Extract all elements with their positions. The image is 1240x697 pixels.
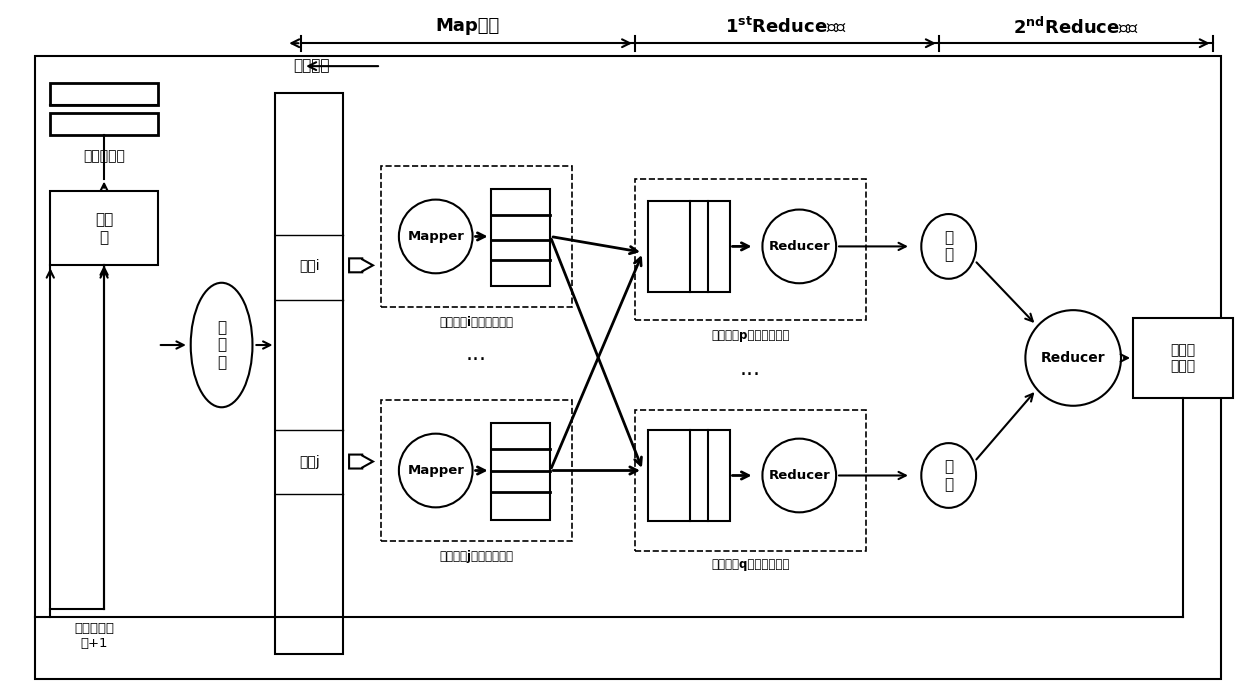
Polygon shape — [350, 259, 373, 273]
Polygon shape — [350, 454, 373, 468]
Text: Mapper: Mapper — [407, 464, 464, 477]
Text: $\mathbf{2^{nd}}$Reduce阶段: $\mathbf{2^{nd}}$Reduce阶段 — [1013, 16, 1140, 36]
Text: Reducer: Reducer — [769, 469, 830, 482]
Circle shape — [763, 438, 836, 512]
Text: Mapper: Mapper — [407, 230, 464, 243]
Bar — [1133, 318, 1233, 398]
Text: 计算节点i（全局搜索）: 计算节点i（全局搜索） — [439, 316, 513, 328]
Text: Map阶段: Map阶段 — [435, 17, 500, 36]
Circle shape — [1025, 310, 1121, 406]
Text: ···: ··· — [740, 365, 761, 385]
Text: 规
约: 规 约 — [944, 230, 954, 263]
Text: 全局最
优个体: 全局最 优个体 — [1171, 343, 1195, 373]
Bar — [635, 178, 866, 320]
Bar — [491, 422, 551, 521]
Ellipse shape — [921, 214, 976, 279]
Bar — [51, 191, 157, 266]
Text: 计算节点j（全局搜索）: 计算节点j（全局搜索） — [439, 550, 513, 562]
Text: 规
约: 规 约 — [944, 459, 954, 491]
Circle shape — [399, 434, 472, 507]
Ellipse shape — [191, 283, 253, 407]
Text: 子群j: 子群j — [299, 454, 320, 468]
Ellipse shape — [921, 443, 976, 508]
Circle shape — [763, 210, 836, 283]
Text: 控制
器: 控制 器 — [95, 213, 113, 245]
Circle shape — [399, 199, 472, 273]
Bar — [275, 93, 343, 654]
Bar — [35, 56, 1220, 679]
Text: 子群映射: 子群映射 — [293, 59, 330, 74]
Text: 迭代演化次
数+1: 迭代演化次 数+1 — [74, 622, 114, 650]
Bar — [51, 83, 157, 105]
Bar — [635, 410, 866, 551]
Text: 子群i: 子群i — [299, 259, 320, 273]
Bar — [491, 189, 551, 286]
Text: 计算节点q（局部搜索）: 计算节点q（局部搜索） — [712, 558, 790, 571]
Text: Reducer: Reducer — [1040, 351, 1106, 365]
Text: ···: ··· — [466, 350, 487, 370]
Bar — [647, 429, 729, 521]
Text: 计算节点p（局部搜索）: 计算节点p（局部搜索） — [712, 328, 790, 342]
Bar — [51, 113, 157, 135]
Bar — [381, 166, 572, 307]
Bar — [381, 400, 572, 542]
Text: Reducer: Reducer — [769, 240, 830, 253]
Bar — [647, 201, 729, 292]
Text: 种群初始化: 种群初始化 — [83, 148, 125, 163]
Text: $\mathbf{1^{st}}$Reduce阶段: $\mathbf{1^{st}}$Reduce阶段 — [725, 17, 847, 36]
Text: 主
节
点: 主 节 点 — [217, 320, 226, 370]
